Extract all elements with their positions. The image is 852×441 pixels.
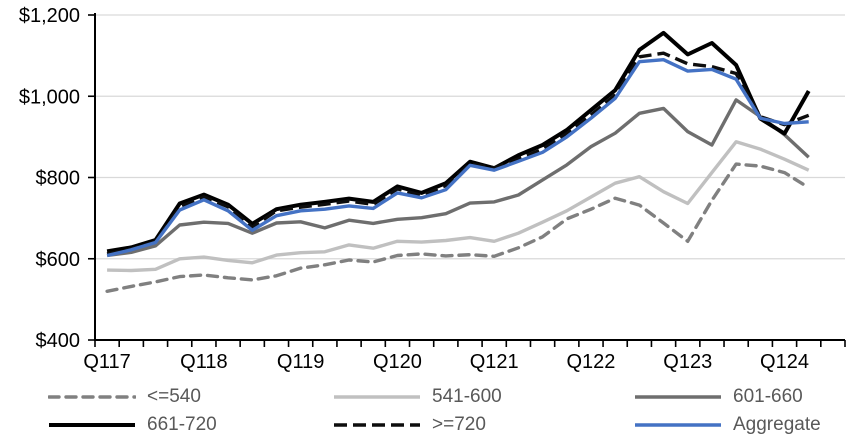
legend-item-720: >=720 — [333, 411, 486, 439]
legend-label: 661-720 — [147, 414, 217, 435]
legend-swatch-line — [635, 395, 721, 399]
x-tick-label: Q120 — [373, 351, 422, 373]
legend-swatch-dashed-line — [334, 423, 420, 427]
legend-row-2: 661-720 >=720 Aggregate — [0, 411, 852, 439]
y-tick-label: $800 — [36, 168, 81, 190]
legend-item-601-660: 601-660 — [634, 383, 803, 411]
legend-swatch-dashed-line — [48, 395, 136, 399]
legend-label: 541-600 — [432, 386, 502, 407]
y-tick-label: $400 — [36, 330, 81, 352]
x-tick-label: Q119 — [277, 351, 324, 373]
legend-item-Aggregate: Aggregate — [634, 411, 821, 439]
series-line-Aggregate — [106, 58, 809, 258]
y-tick-label: $600 — [36, 249, 81, 271]
series-line-601-660 — [106, 98, 810, 258]
legend-label: <=540 — [147, 386, 201, 407]
legend-row-1: <=540 541-600 601-660 — [0, 383, 852, 411]
x-tick-label: Q118 — [180, 351, 227, 373]
x-tick-label: Q123 — [663, 351, 712, 373]
series-line-720 — [106, 51, 810, 256]
legend-swatch-line — [334, 395, 420, 399]
y-tick-label: $1,000 — [19, 86, 80, 108]
legend-label: >=720 — [432, 414, 486, 435]
legend-swatch-line — [635, 423, 721, 427]
legend-swatch-line — [49, 423, 135, 427]
x-tick-label: Q124 — [760, 351, 809, 373]
chart-legend: <=540 541-600 601-660 661-720 >=720 Aggregate — [0, 383, 852, 439]
legend-label: 601-660 — [733, 386, 803, 407]
x-tick-label: Q121 — [470, 351, 519, 373]
series-line-541-600 — [107, 140, 810, 273]
legend-item-540: <=540 — [48, 383, 201, 411]
x-tick-label: Q117 — [83, 351, 130, 373]
legend-item-661-720: 661-720 — [48, 411, 217, 439]
x-tick-label: Q122 — [566, 351, 615, 373]
legend-item-541-600: 541-600 — [333, 383, 502, 411]
y-tick-label: $1,200 — [19, 5, 80, 27]
series-line-540 — [105, 162, 811, 293]
legend-label: Aggregate — [733, 414, 821, 435]
